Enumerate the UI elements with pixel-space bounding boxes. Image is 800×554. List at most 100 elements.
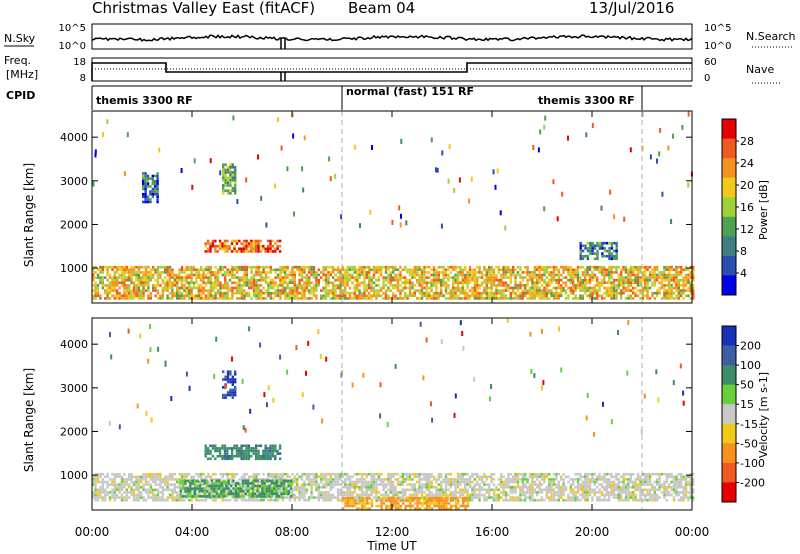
y-tick-label: 3000 [60, 175, 88, 188]
heatmap-cell [663, 278, 666, 282]
heatmap-cell [276, 289, 280, 292]
heatmap-cell [480, 493, 484, 497]
heatmap-cell [548, 498, 551, 502]
heatmap-cell [459, 273, 462, 277]
heatmap-cell [116, 276, 119, 279]
heatmap-cell [382, 498, 385, 502]
heatmap-cell [274, 498, 277, 502]
heatmap-cell [524, 478, 527, 481]
heatmap-cell [140, 491, 143, 494]
heatmap-cell [293, 265, 296, 269]
heatmap-cell [528, 483, 532, 486]
heatmap-cell [524, 294, 527, 298]
heatmap-cell [507, 265, 510, 269]
heatmap-cell [303, 483, 306, 486]
heatmap-cell [130, 271, 133, 274]
heatmap-cell [135, 488, 138, 492]
heatmap-cell [682, 284, 685, 287]
heatmap-cell [238, 247, 241, 251]
heatmap-cell [634, 485, 637, 489]
heatmap-cell [492, 291, 496, 295]
heatmap-cell [372, 291, 376, 295]
heatmap-cell [164, 281, 167, 285]
heatmap-cell [396, 297, 400, 300]
heatmap-cell [627, 472, 630, 476]
heatmap-cell [406, 268, 409, 272]
heatmap-cell [514, 278, 517, 282]
heatmap-cell [516, 273, 520, 277]
heatmap-cell [478, 268, 481, 272]
heatmap-speckle [499, 210, 502, 216]
heatmap-cell [351, 485, 354, 489]
heatmap-cell [257, 291, 260, 295]
heatmap-cell [123, 483, 126, 486]
heatmap-cell [665, 491, 668, 494]
heatmap-cell [312, 472, 316, 476]
heatmap-cell [296, 289, 299, 292]
heatmap-cell [365, 488, 368, 492]
heatmap-cell [540, 289, 544, 292]
heatmap-cell [456, 289, 460, 292]
heatmap-cell [584, 498, 587, 502]
heatmap-cell [497, 281, 500, 285]
heatmap-cell [548, 491, 551, 494]
heatmap-cell [444, 297, 448, 300]
heatmap-cell [622, 485, 625, 489]
heatmap-cell [358, 265, 361, 269]
heatmap-cell [531, 475, 534, 479]
heatmap-cell [636, 294, 640, 298]
heatmap-cell [620, 488, 623, 492]
nsky-trace [91, 34, 693, 42]
heatmap-cell [651, 268, 654, 272]
heatmap-speckle [492, 169, 495, 175]
heatmap-cell [128, 278, 131, 282]
heatmap-cell [123, 472, 126, 476]
heatmap-cell [608, 480, 611, 484]
heatmap-cell [298, 284, 301, 287]
heatmap-cell [298, 291, 301, 295]
heatmap-cell [387, 265, 390, 269]
heatmap-cell [692, 483, 695, 486]
heatmap-cell [94, 483, 97, 486]
heatmap-cell [617, 498, 620, 502]
heatmap-cell [135, 493, 138, 497]
heatmap-cell [680, 472, 683, 476]
heatmap-cell [348, 276, 352, 279]
heatmap-cell [468, 475, 472, 479]
heatmap-cell [408, 289, 412, 292]
heatmap-cell [358, 485, 361, 489]
heatmap-cell [135, 480, 138, 484]
heatmap-cell [675, 493, 678, 497]
heatmap-cell [257, 268, 260, 272]
heatmap-cell [600, 281, 604, 285]
heatmap-cell [233, 291, 236, 295]
heatmap-cell [629, 475, 632, 479]
heatmap-cell [351, 491, 354, 494]
heatmap-cell [351, 281, 354, 285]
heatmap-cell [317, 268, 320, 272]
heatmap-cell [360, 483, 364, 486]
heatmap-cell [466, 284, 469, 287]
heatmap-cell [454, 493, 457, 497]
heatmap-cell [176, 273, 179, 277]
heatmap-cell [154, 286, 157, 290]
heatmap-cell [142, 182, 145, 186]
heatmap-cell [610, 273, 613, 277]
nsky-tick: 10^0 [59, 41, 86, 52]
heatmap-cell [132, 271, 136, 274]
heatmap-cell [663, 297, 666, 300]
heatmap-cell [305, 278, 308, 282]
heatmap-cell [576, 284, 580, 287]
heatmap-cell [125, 488, 128, 492]
heatmap-cell [348, 491, 352, 494]
heatmap-cell [483, 291, 486, 295]
heatmap-cell [648, 265, 652, 269]
heatmap-cell [620, 273, 623, 277]
heatmap-cell [464, 276, 467, 279]
heatmap-cell [228, 478, 232, 481]
heatmap-cell [644, 483, 647, 486]
heatmap-cell [478, 498, 481, 502]
heatmap-cell [531, 491, 534, 494]
heatmap-cell [329, 289, 332, 292]
heatmap-cell [171, 491, 174, 494]
